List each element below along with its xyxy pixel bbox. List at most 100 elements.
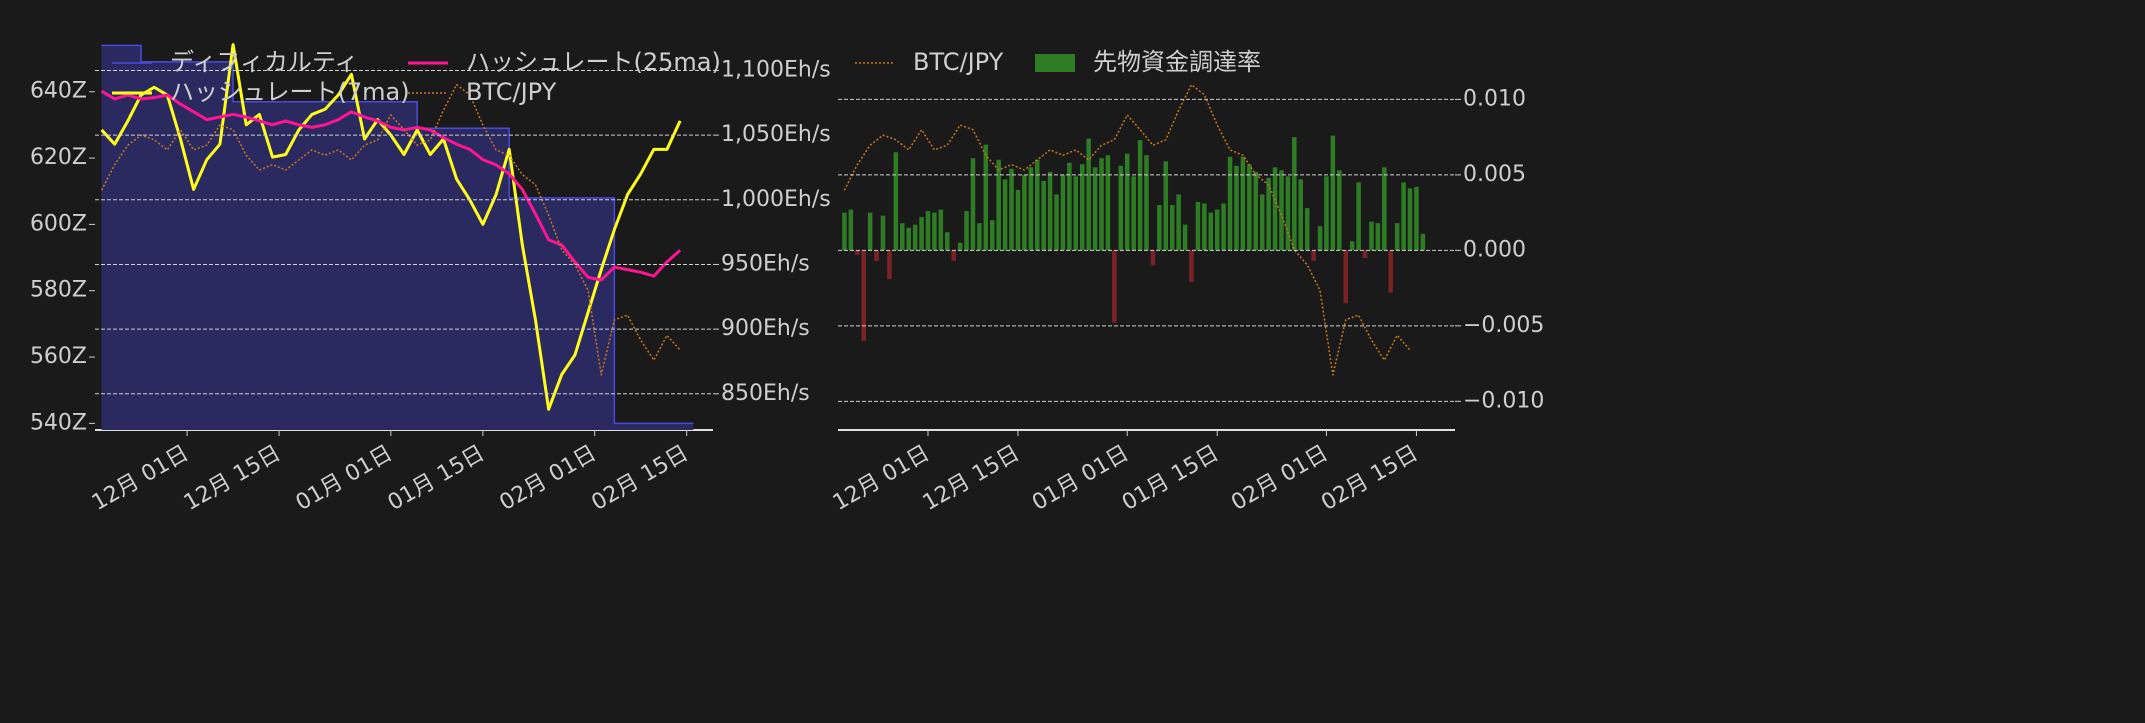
bar xyxy=(1349,241,1355,251)
line xyxy=(100,83,681,376)
bar xyxy=(1054,194,1059,251)
bar xyxy=(1118,165,1124,251)
legend-label: BTC/JPY xyxy=(466,78,557,106)
bar xyxy=(1034,159,1040,251)
bar xyxy=(1247,164,1252,251)
bar xyxy=(1195,202,1201,251)
y-tick-label: 580Z xyxy=(30,278,87,303)
bar xyxy=(1227,156,1233,251)
bar xyxy=(1073,176,1079,251)
bar xyxy=(1356,182,1361,251)
bar xyxy=(1221,203,1226,251)
bar xyxy=(861,250,866,341)
y-tick-label: 0.000 xyxy=(1463,237,1526,262)
y2-tick-label: 900Eh/s xyxy=(721,316,810,341)
bar xyxy=(1086,138,1091,251)
bar xyxy=(1382,167,1387,251)
bar xyxy=(1266,177,1271,251)
y2-tick-label: 950Eh/s xyxy=(721,251,810,276)
bar xyxy=(1163,161,1169,251)
y-tick-label: −0.010 xyxy=(1463,388,1544,413)
bar xyxy=(1060,174,1066,251)
y-tick-label: 0.010 xyxy=(1463,86,1526,111)
bar xyxy=(1169,205,1175,251)
bar xyxy=(945,232,950,251)
bar xyxy=(1157,205,1162,251)
bar xyxy=(938,209,944,251)
bar xyxy=(880,215,886,251)
y2-tick-label: 1,050Eh/s xyxy=(721,122,831,147)
bar xyxy=(977,223,982,251)
bar xyxy=(893,152,899,251)
bar xyxy=(842,212,847,251)
step-line xyxy=(101,44,694,425)
bar xyxy=(919,217,924,251)
difficulty-area xyxy=(101,45,694,431)
legend-label: ディフィカルティ xyxy=(170,48,358,76)
bar xyxy=(1150,250,1156,266)
bar xyxy=(1214,209,1220,251)
legend-label: ハッシュレート(25ma) xyxy=(466,48,721,76)
bar xyxy=(1272,167,1278,251)
legend-label: ハッシュレート(7ma) xyxy=(170,78,410,106)
bar xyxy=(874,250,879,261)
bar xyxy=(1105,155,1111,251)
y-tick-label: 620Z xyxy=(30,145,87,170)
bar xyxy=(957,242,963,251)
bar xyxy=(1079,164,1085,251)
bar xyxy=(867,212,873,251)
bar xyxy=(970,158,976,251)
bar xyxy=(1144,155,1149,251)
bar xyxy=(1202,203,1207,251)
bar xyxy=(1253,171,1259,251)
bar xyxy=(964,211,969,251)
bar xyxy=(996,159,1001,251)
bar xyxy=(1099,158,1104,251)
bar xyxy=(1137,140,1143,251)
bar xyxy=(932,212,937,251)
bar xyxy=(990,220,995,251)
bar xyxy=(1189,250,1194,283)
bar xyxy=(1337,170,1342,251)
legend-swatch xyxy=(1035,54,1075,72)
bar xyxy=(1362,250,1368,258)
bar xyxy=(1407,188,1413,251)
bar xyxy=(1414,186,1419,251)
bar xyxy=(1292,137,1297,251)
bar xyxy=(855,250,860,255)
line xyxy=(843,83,1411,376)
bar xyxy=(1176,194,1181,251)
bar xyxy=(1369,221,1374,251)
bar xyxy=(1009,168,1014,251)
bar xyxy=(1182,224,1188,251)
bar xyxy=(1092,167,1098,251)
legend-label: 先物資金調達率 xyxy=(1093,48,1261,76)
y-tick-label: 560Z xyxy=(30,344,87,369)
bar xyxy=(925,211,931,251)
y-tick-label: 640Z xyxy=(30,79,87,104)
bar xyxy=(1298,179,1303,251)
bar xyxy=(1022,174,1027,251)
bar xyxy=(1317,226,1323,251)
bar xyxy=(1259,194,1265,251)
bar xyxy=(1028,167,1034,251)
legend-label: BTC/JPY xyxy=(913,48,1004,76)
bar xyxy=(1067,162,1072,251)
bar xyxy=(1047,171,1053,251)
bar xyxy=(1002,179,1008,251)
bar xyxy=(1124,153,1130,251)
bar xyxy=(1311,250,1316,261)
y-tick-label: 540Z xyxy=(30,410,87,435)
bar xyxy=(1330,135,1336,251)
bar xyxy=(1015,189,1021,251)
bar xyxy=(1304,208,1310,251)
bar xyxy=(1240,156,1246,251)
y-tick-label: −0.005 xyxy=(1463,313,1544,338)
bar xyxy=(1285,176,1291,251)
line xyxy=(100,89,682,282)
bar xyxy=(1388,250,1393,293)
bar xyxy=(1208,212,1214,251)
y2-tick-label: 850Eh/s xyxy=(721,381,810,406)
bar xyxy=(1324,176,1329,251)
y2-tick-label: 1,000Eh/s xyxy=(721,187,831,212)
